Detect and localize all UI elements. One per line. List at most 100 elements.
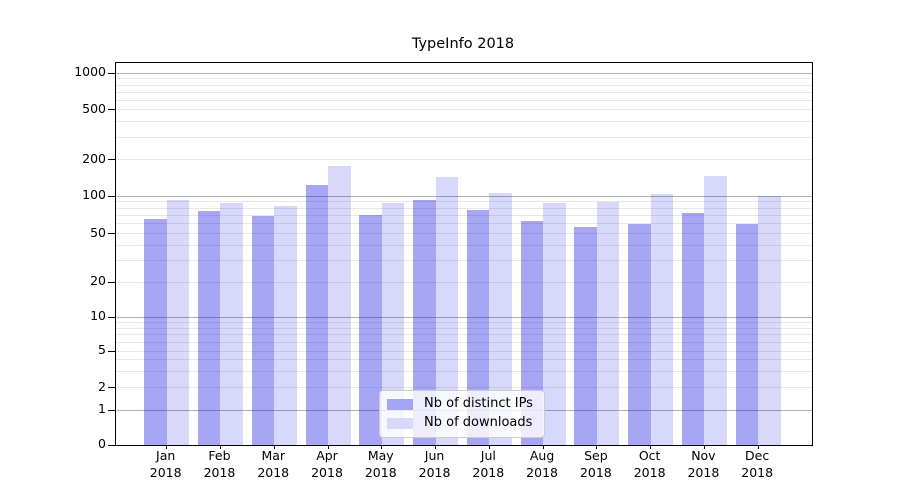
y-tick-label: 1 [98, 401, 106, 417]
x-tick-month: Aug [529, 448, 555, 463]
x-tick-year: 2018 [687, 464, 720, 480]
x-tick-year: 2018 [257, 464, 290, 480]
minor-gridline [116, 109, 812, 111]
bar-downloads-sep [596, 201, 620, 445]
legend-label: Nb of distinct IPs [424, 396, 533, 411]
minor-gridline [116, 121, 812, 123]
x-tick-label: Jun 2018 [403, 448, 467, 481]
chart-title: TypeInfo 2018 [411, 36, 515, 52]
bar-downloads-jun [435, 176, 459, 445]
x-tick-mark [650, 445, 652, 449]
x-tick-month: May [367, 448, 394, 463]
x-tick-label: Feb 2018 [187, 448, 251, 481]
minor-gridline [116, 137, 812, 139]
x-tick-mark [219, 445, 221, 449]
minor-gridline [116, 84, 812, 86]
x-tick-label: Aug 2018 [510, 448, 574, 481]
bar-distinct-ips-sep [574, 226, 597, 445]
y-tick-mark [108, 350, 115, 352]
minor-gridline [116, 327, 812, 329]
x-tick-month: Mar [261, 448, 286, 463]
y-tick-mark [108, 159, 115, 161]
minor-gridline [116, 78, 812, 80]
x-tick-month: Feb [208, 448, 231, 463]
minor-gridline [116, 370, 812, 372]
x-tick-label: Jul 2018 [456, 448, 520, 481]
y-tick-mark [108, 409, 115, 411]
bar-distinct-ips-may [359, 214, 382, 445]
bar-downloads-oct [650, 193, 674, 445]
minor-gridline [116, 350, 812, 352]
y-tick-mark [108, 444, 115, 446]
x-tick-mark [596, 445, 598, 449]
bar-distinct-ips-jun [413, 200, 436, 445]
legend-label: Nb of downloads [424, 415, 533, 430]
minor-gridline [116, 233, 812, 235]
bar-distinct-ips-dec [735, 223, 759, 445]
x-tick-month: Oct [638, 448, 661, 463]
legend-item: Nb of downloads [387, 415, 536, 431]
legend-swatch [387, 417, 413, 429]
y-tick-label: 500 [82, 100, 106, 116]
y-tick-mark [108, 195, 115, 197]
x-tick-mark [381, 445, 383, 449]
bar-downloads-dec [758, 196, 781, 445]
bar-distinct-ips-aug [520, 221, 544, 445]
legend-swatch [387, 398, 413, 410]
bar-downloads-aug [543, 202, 566, 445]
x-tick-mark [488, 445, 490, 449]
minor-gridline [116, 159, 812, 161]
x-tick-month: Jan [156, 448, 176, 463]
x-tick-month: Dec [745, 448, 770, 463]
bar-downloads-jan [166, 200, 190, 445]
x-tick-label: Jan 2018 [134, 448, 198, 481]
x-tick-month: Nov [691, 448, 716, 463]
x-tick-year: 2018 [472, 464, 505, 480]
legend-item: Nb of distinct IPs [387, 396, 536, 412]
y-tick-mark [108, 281, 115, 283]
major-gridline [116, 72, 812, 74]
legend: Nb of distinct IPs Nb of downloads [379, 390, 545, 438]
y-tick-label: 50 [90, 224, 106, 240]
minor-gridline [116, 359, 812, 361]
x-tick-month: Jun [424, 448, 445, 463]
minor-gridline [116, 245, 812, 247]
y-tick-label: 5 [98, 342, 106, 357]
minor-gridline [116, 334, 812, 336]
x-tick-month: Apr [316, 448, 338, 463]
bar-downloads-apr [328, 165, 351, 445]
minor-gridline [116, 207, 812, 209]
minor-gridline [116, 223, 812, 225]
x-tick-mark [757, 445, 759, 449]
x-tick-year: 2018 [418, 464, 451, 480]
x-tick-year: 2018 [526, 464, 558, 480]
x-tick-label: May 2018 [349, 448, 413, 481]
y-tick-label: 1000 [74, 64, 106, 80]
major-gridline [116, 195, 812, 197]
bar-distinct-ips-nov [681, 212, 705, 445]
x-tick-label: Dec 2018 [725, 448, 789, 481]
x-tick-label: Apr 2018 [295, 448, 359, 481]
minor-gridline [116, 321, 812, 323]
y-tick-label: 100 [82, 187, 106, 203]
x-tick-mark [542, 445, 544, 449]
y-tick-mark [108, 233, 115, 235]
bar-downloads-nov [704, 175, 727, 445]
minor-gridline [116, 341, 812, 343]
x-tick-mark [273, 445, 275, 449]
x-tick-year: 2018 [311, 464, 343, 480]
bar-distinct-ips-jul [466, 209, 490, 445]
y-tick-label: 10 [90, 308, 106, 324]
y-tick-mark [108, 387, 115, 389]
x-tick-label: Sep 2018 [564, 448, 628, 481]
y-tick-label: 0 [98, 436, 106, 451]
x-tick-label: Oct 2018 [618, 448, 682, 481]
minor-gridline [116, 387, 812, 389]
minor-gridline [116, 91, 812, 93]
y-tick-label: 20 [90, 273, 106, 289]
y-tick-mark [108, 109, 115, 111]
y-tick-mark [108, 72, 115, 74]
minor-gridline [116, 281, 812, 283]
plot-area [108, 62, 813, 449]
x-tick-year: 2018 [364, 464, 397, 480]
